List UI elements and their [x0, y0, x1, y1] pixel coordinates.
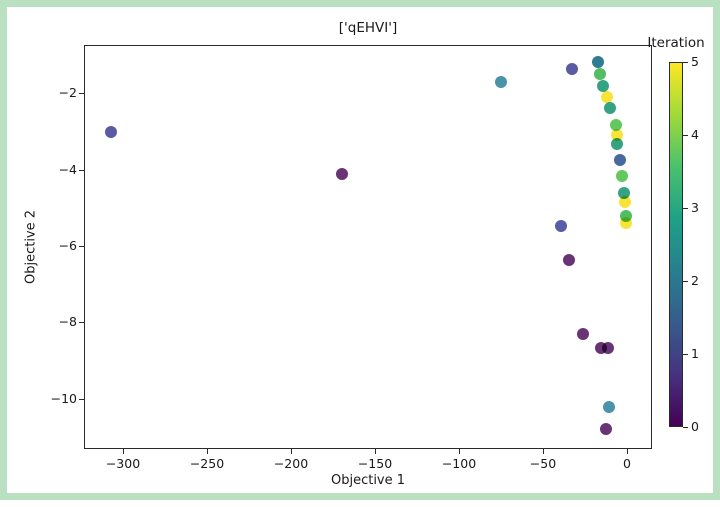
- data-point: [617, 186, 630, 199]
- data-point: [594, 67, 607, 80]
- y-tick: [79, 169, 84, 171]
- x-tick: [374, 449, 376, 454]
- x-tick: [122, 449, 124, 454]
- data-point: [104, 126, 117, 139]
- data-point: [601, 90, 613, 103]
- colorbar-tick: [683, 280, 688, 282]
- data-point: [603, 102, 616, 115]
- colorbar-title: Iteration: [647, 35, 705, 51]
- y-tick: [79, 322, 84, 324]
- data-point: [565, 63, 578, 76]
- data-point: [619, 217, 632, 230]
- x-tick: [290, 449, 292, 454]
- data-point: [563, 254, 576, 267]
- x-tick-label: −50: [529, 456, 557, 471]
- colorbar-tick: [683, 207, 688, 209]
- data-point: [609, 118, 622, 131]
- y-tick-label: −6: [58, 238, 77, 253]
- colorbar-tick: [683, 426, 688, 428]
- x-tick-label: −100: [441, 456, 477, 471]
- x-tick-label: −150: [357, 456, 393, 471]
- y-axis-label: Objective 2: [23, 209, 39, 285]
- data-point: [614, 154, 627, 167]
- colorbar-tick-label: 3: [691, 199, 699, 215]
- colorbar-tick-label: 5: [691, 53, 699, 69]
- chart-title: ['qEHVI']: [338, 20, 398, 36]
- colorbar-tick: [683, 61, 688, 63]
- data-point: [603, 400, 616, 413]
- data-point: [611, 138, 624, 151]
- colorbar: [669, 62, 683, 427]
- data-point: [616, 170, 629, 183]
- data-point: [555, 220, 568, 233]
- x-tick-label: −250: [189, 456, 225, 471]
- data-point: [576, 327, 589, 340]
- data-point: [495, 76, 508, 89]
- x-tick: [206, 449, 208, 454]
- data-point: [610, 129, 623, 142]
- x-tick-label: −300: [105, 456, 141, 471]
- x-tick-label: 0: [623, 456, 631, 471]
- x-tick: [458, 449, 460, 454]
- colorbar-tick-label: 1: [691, 345, 699, 361]
- x-tick-label: −200: [273, 456, 309, 471]
- colorbar-tick: [683, 353, 688, 355]
- y-tick: [79, 93, 84, 95]
- y-tick: [79, 398, 84, 400]
- data-point: [591, 55, 604, 68]
- y-tick-label: −4: [58, 161, 77, 177]
- x-axis-label: Objective 1: [330, 473, 406, 488]
- data-point: [600, 423, 613, 436]
- y-tick-label: −10: [50, 390, 77, 406]
- colorbar-tick-label: 0: [691, 418, 699, 434]
- figure-canvas: ['qEHVI'] −300 −250 −200 −150 −100 −50 0 −2 −4 −6…: [7, 7, 720, 507]
- data-point: [335, 168, 348, 181]
- data-point: [596, 79, 609, 92]
- colorbar-tick-label: 2: [691, 272, 699, 288]
- data-point: [618, 196, 631, 209]
- y-tick-label: −2: [58, 85, 77, 101]
- x-tick: [542, 449, 544, 454]
- y-tick: [79, 246, 84, 247]
- colorbar-tick: [683, 134, 688, 136]
- plot-area: [84, 45, 652, 449]
- colorbar-tick-label: 4: [691, 126, 699, 142]
- data-point: [602, 341, 614, 354]
- x-tick: [626, 449, 628, 454]
- y-tick-label: −8: [58, 314, 77, 330]
